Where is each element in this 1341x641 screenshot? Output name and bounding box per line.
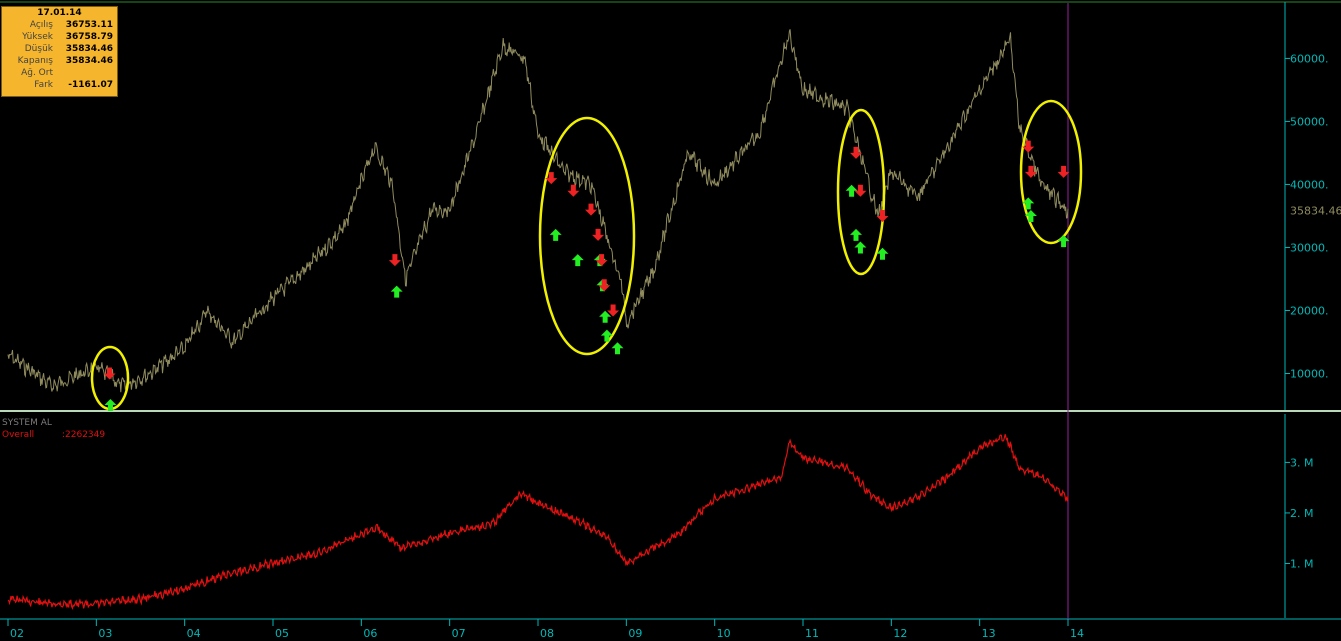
buy-signal-arrow — [600, 329, 613, 342]
sell-signal-arrow — [607, 304, 620, 317]
buy-signal-arrow — [854, 241, 867, 254]
info-row-diff: Fark -1161.07 — [2, 79, 117, 91]
sell-signal-arrow — [1057, 165, 1070, 178]
sell-signal-arrow — [567, 184, 580, 197]
info-label: Ağ. Ort — [21, 68, 53, 78]
info-row-high: Yüksek 36758.79 — [2, 31, 117, 43]
buy-signal-arrow — [845, 184, 858, 197]
price-y-tick-label: 10000. — [1290, 367, 1329, 380]
price-last-value-label: 35834.46 — [1290, 205, 1341, 218]
price-y-tick-label: 40000. — [1290, 178, 1329, 191]
sell-signal-arrow — [1022, 140, 1035, 153]
sell-signal-arrow — [1024, 165, 1037, 178]
sell-signal-arrow — [585, 203, 597, 216]
info-label: Düşük — [24, 44, 53, 54]
x-tick-label: 09 — [628, 627, 642, 640]
buy-signal-arrow — [850, 228, 862, 241]
sell-signal-arrow — [592, 228, 605, 241]
highlight-ellipse — [1019, 99, 1083, 245]
info-row-close: Kapanış 35834.46 — [2, 55, 117, 67]
buy-signal-arrow — [599, 310, 612, 323]
info-row-avg: Ağ. Ort — [2, 67, 117, 79]
x-tick-label: 06 — [363, 627, 377, 640]
info-date: 17.01.14 — [37, 8, 82, 18]
info-label: Yüksek — [22, 32, 53, 42]
system-name: SYSTEM AL — [2, 418, 52, 428]
system-overall-label: Overall — [2, 430, 35, 440]
sell-signal-arrow — [103, 367, 116, 380]
x-tick-label: 05 — [275, 627, 289, 640]
buy-signal-arrow — [549, 228, 562, 241]
info-label: Açılış — [29, 20, 53, 30]
x-tick-label: 13 — [982, 627, 996, 640]
system-overall-value: :2262349 — [62, 430, 106, 440]
sell-signal-arrow — [854, 184, 867, 197]
x-tick-label: 12 — [893, 627, 907, 640]
x-tick-label: 08 — [540, 627, 554, 640]
info-label: Fark — [34, 80, 53, 90]
info-value: -1161.07 — [68, 80, 113, 90]
sell-signal-arrow — [876, 209, 889, 222]
x-tick-label: 07 — [452, 627, 466, 640]
equity-y-tick-label: 3. M — [1290, 456, 1313, 469]
info-value: 35834.46 — [65, 56, 113, 66]
x-tick-label: 03 — [98, 627, 112, 640]
sell-signal-arrow — [850, 146, 862, 159]
price-y-tick-label: 20000. — [1290, 304, 1329, 317]
info-value: 36758.79 — [65, 32, 113, 42]
equity-y-tick-label: 1. M — [1290, 557, 1313, 570]
buy-signal-arrow — [1057, 235, 1070, 248]
buy-signal-arrow — [571, 254, 584, 267]
sell-signal-arrow — [388, 254, 401, 267]
price-y-tick-label: 50000. — [1290, 115, 1329, 128]
info-value: 36753.11 — [65, 20, 113, 30]
x-tick-label: 04 — [187, 627, 201, 640]
equity-y-tick-label: 2. M — [1290, 507, 1313, 520]
buy-signal-arrow — [611, 342, 624, 355]
price-series-line — [7, 29, 1069, 393]
buy-signal-arrow — [876, 247, 889, 260]
equity-series-line — [7, 434, 1069, 611]
sell-signal-arrow — [598, 279, 611, 292]
sell-signal-arrow — [595, 254, 608, 267]
highlight-ellipse — [836, 108, 886, 276]
buy-signal-arrow — [1024, 209, 1037, 222]
x-tick-label: 14 — [1070, 627, 1084, 640]
info-box: 17.01.14 Açılış 36753.11 Yüksek 36758.79 D… — [1, 6, 118, 97]
buy-signal-arrow — [104, 399, 117, 411]
buy-signal-arrow — [1022, 197, 1035, 210]
buy-signal-arrow — [390, 285, 403, 298]
price-y-tick-label: 30000. — [1290, 241, 1329, 254]
highlight-ellipse — [538, 116, 636, 356]
x-tick-label: 10 — [717, 627, 731, 640]
x-tick-label: 02 — [10, 627, 24, 640]
info-value: 35834.46 — [65, 44, 113, 54]
x-tick-label: 11 — [805, 627, 819, 640]
info-row-open: Açılış 36753.11 — [2, 19, 117, 31]
price-y-tick-label: 60000. — [1290, 52, 1329, 65]
info-row-low: Düşük 35834.46 — [2, 43, 117, 55]
info-label: Kapanış — [17, 56, 53, 66]
sell-signal-arrow — [545, 172, 558, 185]
